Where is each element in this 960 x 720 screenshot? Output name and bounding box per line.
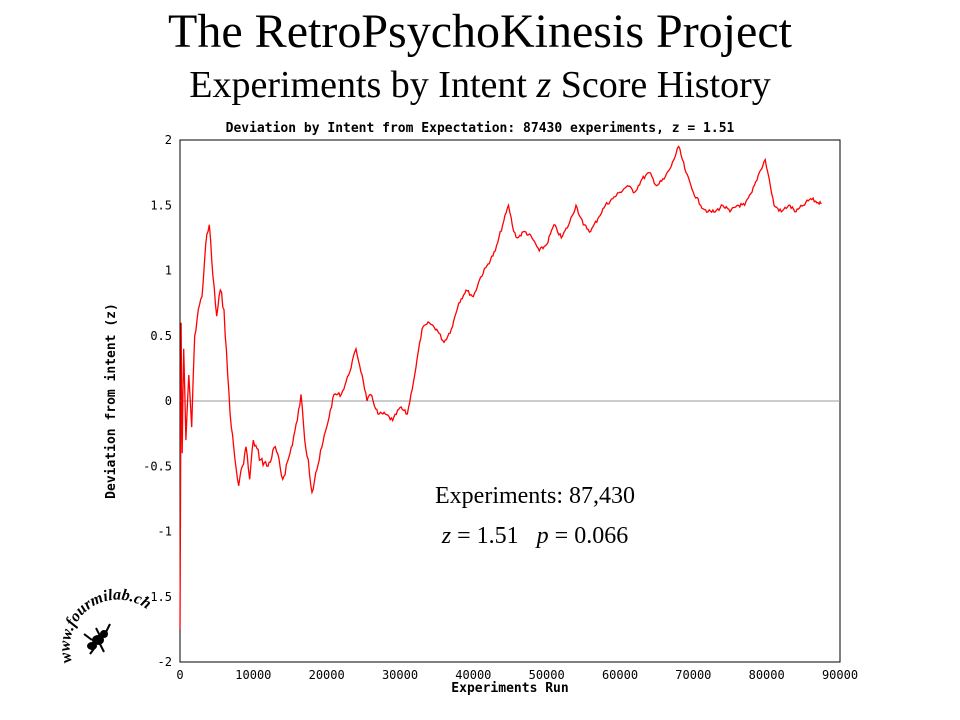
x-tick-label: 90000	[822, 668, 858, 682]
y-axis-label: Deviation from intent (z)	[104, 303, 119, 499]
y-tick-label: -2	[158, 655, 172, 669]
page-subtitle: Experiments by Intent z Score History	[0, 66, 960, 104]
y-tick-label: 1.5	[150, 198, 172, 212]
x-tick-label: 40000	[455, 668, 491, 682]
annotation-stats: z = 1.51 p = 0.066	[441, 523, 628, 549]
x-tick-label: 20000	[309, 668, 345, 682]
y-axis-ticks: 2 1.5 1 0.5 0 -0.5 -1 -1.5 -2	[143, 133, 172, 669]
x-tick-label: 10000	[235, 668, 271, 682]
ant-icon	[83, 623, 111, 655]
annotation-z-value: = 1.51	[451, 523, 519, 549]
page-title: The RetroPsychoKinesis Project	[168, 5, 792, 58]
x-tick-label: 60000	[602, 668, 638, 682]
x-tick-label: 30000	[382, 668, 418, 682]
series-layer	[179, 145, 822, 630]
series-line	[179, 145, 822, 630]
fourmilab-logo: www.fourmilab.ch	[57, 587, 155, 665]
annotation-p-value: = 0.066	[549, 523, 629, 549]
subtitle-post: Score History	[551, 64, 771, 106]
y-tick-label: -1	[158, 525, 172, 539]
x-tick-label: 80000	[749, 668, 785, 682]
y-tick-label: 0.5	[150, 329, 172, 343]
x-tick-label: 70000	[675, 668, 711, 682]
logo-text: www.fourmilab.ch	[57, 587, 155, 665]
x-tick-label: 0	[176, 668, 183, 682]
y-tick-label: 1	[165, 264, 172, 278]
y-tick-label: 0	[165, 394, 172, 408]
x-axis-label: Experiments Run	[451, 681, 568, 696]
chart-title: Deviation by Intent from Expectation: 87…	[226, 121, 735, 136]
y-tick-label: 2	[165, 133, 172, 147]
annotation-experiments: Experiments: 87,430	[435, 483, 635, 509]
x-axis-ticks: 0 10000 20000 30000 40000 50000 60000 70000 8000…	[176, 668, 858, 682]
subtitle-pre: Experiments by Intent	[189, 64, 537, 106]
y-tick-label: -1.5	[143, 590, 172, 604]
y-tick-label: -0.5	[143, 459, 172, 473]
annotation-p-label: p	[535, 523, 549, 549]
annotation-z-label: z	[441, 523, 452, 549]
subtitle-z: z	[536, 64, 552, 106]
x-tick-label: 50000	[529, 668, 565, 682]
